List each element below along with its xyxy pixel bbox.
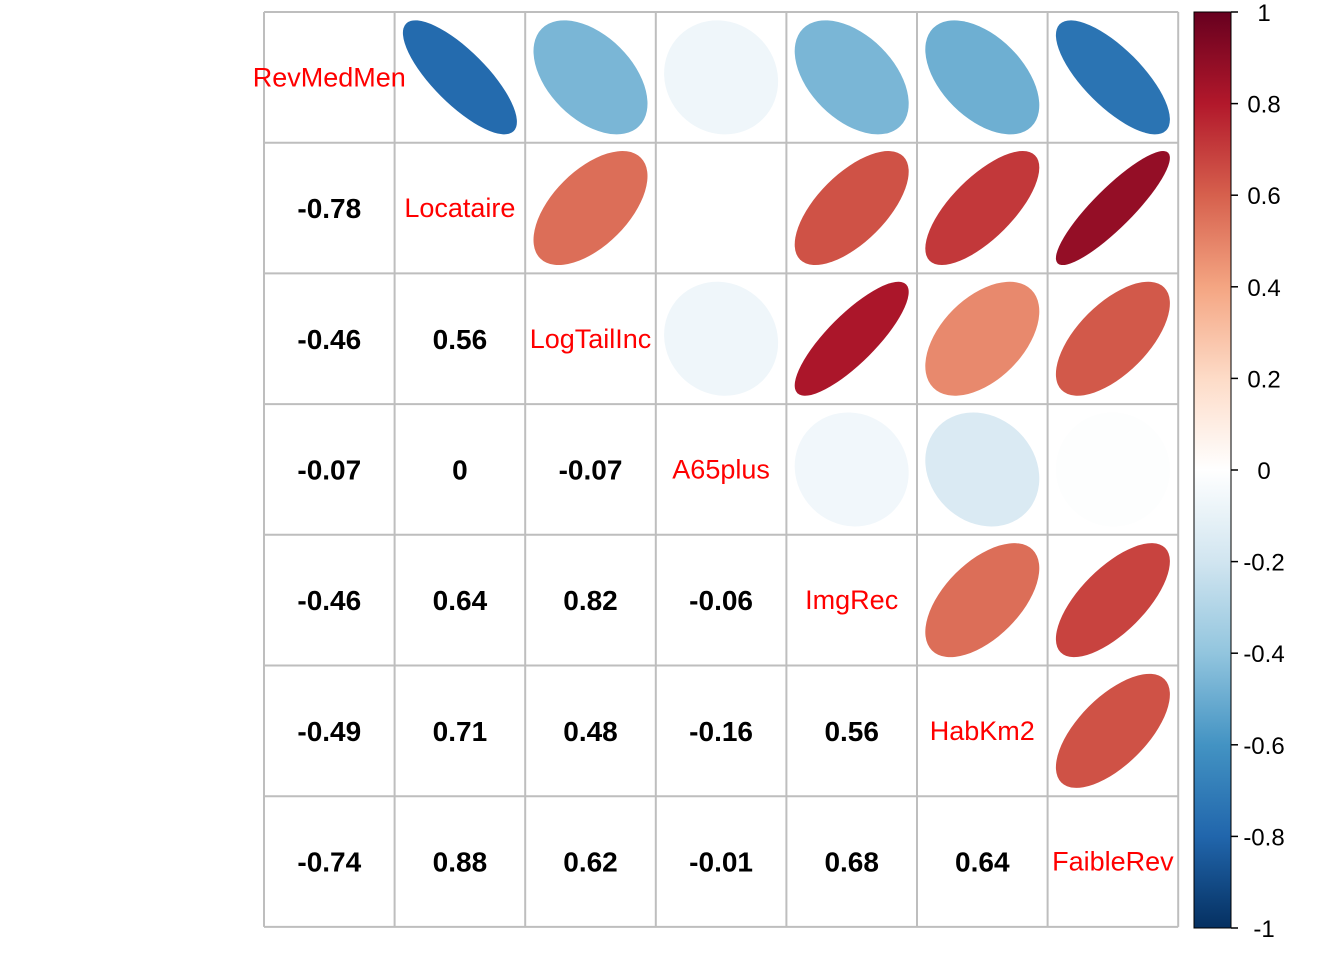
ellipse-A65plus-ImgRec <box>794 412 909 527</box>
color-scale-bar <box>1193 11 1232 929</box>
ellipse-RevMedMen-Locataire <box>402 20 517 135</box>
ellipse-Locataire-LogTailInc <box>533 151 648 266</box>
coef-HabKm2-LogTailInc: 0.48 <box>563 716 618 747</box>
coef-FaibleRev-A65plus: -0.01 <box>689 847 753 878</box>
colorbar-tick-label: 0.6 <box>1247 183 1280 210</box>
variable-label-ImgRec: ImgRec <box>805 585 898 615</box>
ellipse-LogTailInc-HabKm2 <box>925 281 1040 396</box>
colorbar-tick-label: 0.8 <box>1247 92 1280 119</box>
colorbar-tick-label: 1 <box>1257 0 1270 27</box>
correlation-cells <box>402 20 1170 788</box>
ellipse-Locataire-ImgRec <box>794 151 909 266</box>
ellipse-HabKm2-FaibleRev <box>1055 673 1170 788</box>
coef-ImgRec-A65plus: -0.06 <box>689 585 753 616</box>
ellipse-RevMedMen-FaibleRev <box>1055 20 1170 135</box>
ellipse-Locataire-FaibleRev <box>1055 151 1170 266</box>
colorbar-tick-label: -0.4 <box>1243 641 1284 668</box>
ellipse-A65plus-HabKm2 <box>925 412 1040 527</box>
variable-label-Locataire: Locataire <box>404 193 515 223</box>
coef-FaibleRev-LogTailInc: 0.62 <box>563 847 618 878</box>
coef-A65plus-Locataire: 0 <box>452 454 468 485</box>
coef-ImgRec-LogTailInc: 0.82 <box>563 585 618 616</box>
coef-FaibleRev-Locataire: 0.88 <box>433 847 488 878</box>
coef-LogTailInc-RevMedMen: -0.46 <box>297 324 361 355</box>
coef-Locataire-RevMedMen: -0.78 <box>297 193 361 224</box>
variable-label-FaibleRev: FaibleRev <box>1052 847 1174 877</box>
coef-ImgRec-Locataire: 0.64 <box>433 585 488 616</box>
colorbar-tick-label: 0.2 <box>1247 366 1280 393</box>
coef-FaibleRev-HabKm2: 0.64 <box>955 847 1010 878</box>
colorbar-tick-label: 0 <box>1257 458 1270 485</box>
coef-HabKm2-ImgRec: 0.56 <box>824 716 879 747</box>
variable-label-LogTailInc: LogTailInc <box>530 324 652 354</box>
colorbar-tick-label: -0.2 <box>1243 550 1284 577</box>
ellipse-Locataire-A65plus <box>664 151 779 266</box>
ellipse-ImgRec-FaibleRev <box>1055 543 1170 658</box>
coef-FaibleRev-RevMedMen: -0.74 <box>297 847 361 878</box>
coef-LogTailInc-Locataire: 0.56 <box>433 324 488 355</box>
ellipse-RevMedMen-ImgRec <box>794 20 909 135</box>
variable-label-HabKm2: HabKm2 <box>930 716 1035 746</box>
coef-HabKm2-Locataire: 0.71 <box>433 716 488 747</box>
coef-A65plus-LogTailInc: -0.07 <box>559 454 623 485</box>
grid-lines <box>263 11 1180 928</box>
coef-FaibleRev-ImgRec: 0.68 <box>824 847 879 878</box>
ellipse-A65plus-FaibleRev <box>1055 412 1170 527</box>
colorbar-tick-label: -0.8 <box>1243 824 1284 851</box>
ellipse-RevMedMen-HabKm2 <box>925 20 1040 135</box>
coef-ImgRec-RevMedMen: -0.46 <box>297 585 361 616</box>
coef-HabKm2-RevMedMen: -0.49 <box>297 716 361 747</box>
color-legend: 1 0.8 0.6 0.4 0.2 0 -0.2 -0.4 -0.6 -0.8 -1 <box>1193 0 1285 943</box>
cell-labels: RevMedMen -0.78 Locataire -0.46 0.56 LogTailI… <box>253 62 1174 877</box>
colorbar-tick-label: -0.6 <box>1243 733 1284 760</box>
ellipse-LogTailInc-ImgRec <box>794 281 909 396</box>
ellipse-Locataire-HabKm2 <box>925 151 1040 266</box>
ellipse-RevMedMen-LogTailInc <box>533 20 648 135</box>
colorbar-tick-label: -1 <box>1253 916 1274 943</box>
coef-HabKm2-A65plus: -0.16 <box>689 716 753 747</box>
colorbar-tick-label: 0.4 <box>1247 275 1280 302</box>
variable-label-RevMedMen: RevMedMen <box>253 62 406 92</box>
ellipse-ImgRec-HabKm2 <box>925 543 1040 658</box>
ellipse-LogTailInc-A65plus <box>664 281 779 396</box>
ellipse-RevMedMen-A65plus <box>664 20 779 135</box>
coef-A65plus-RevMedMen: -0.07 <box>297 454 361 485</box>
variable-label-A65plus: A65plus <box>672 454 770 484</box>
ellipse-LogTailInc-FaibleRev <box>1055 281 1170 396</box>
